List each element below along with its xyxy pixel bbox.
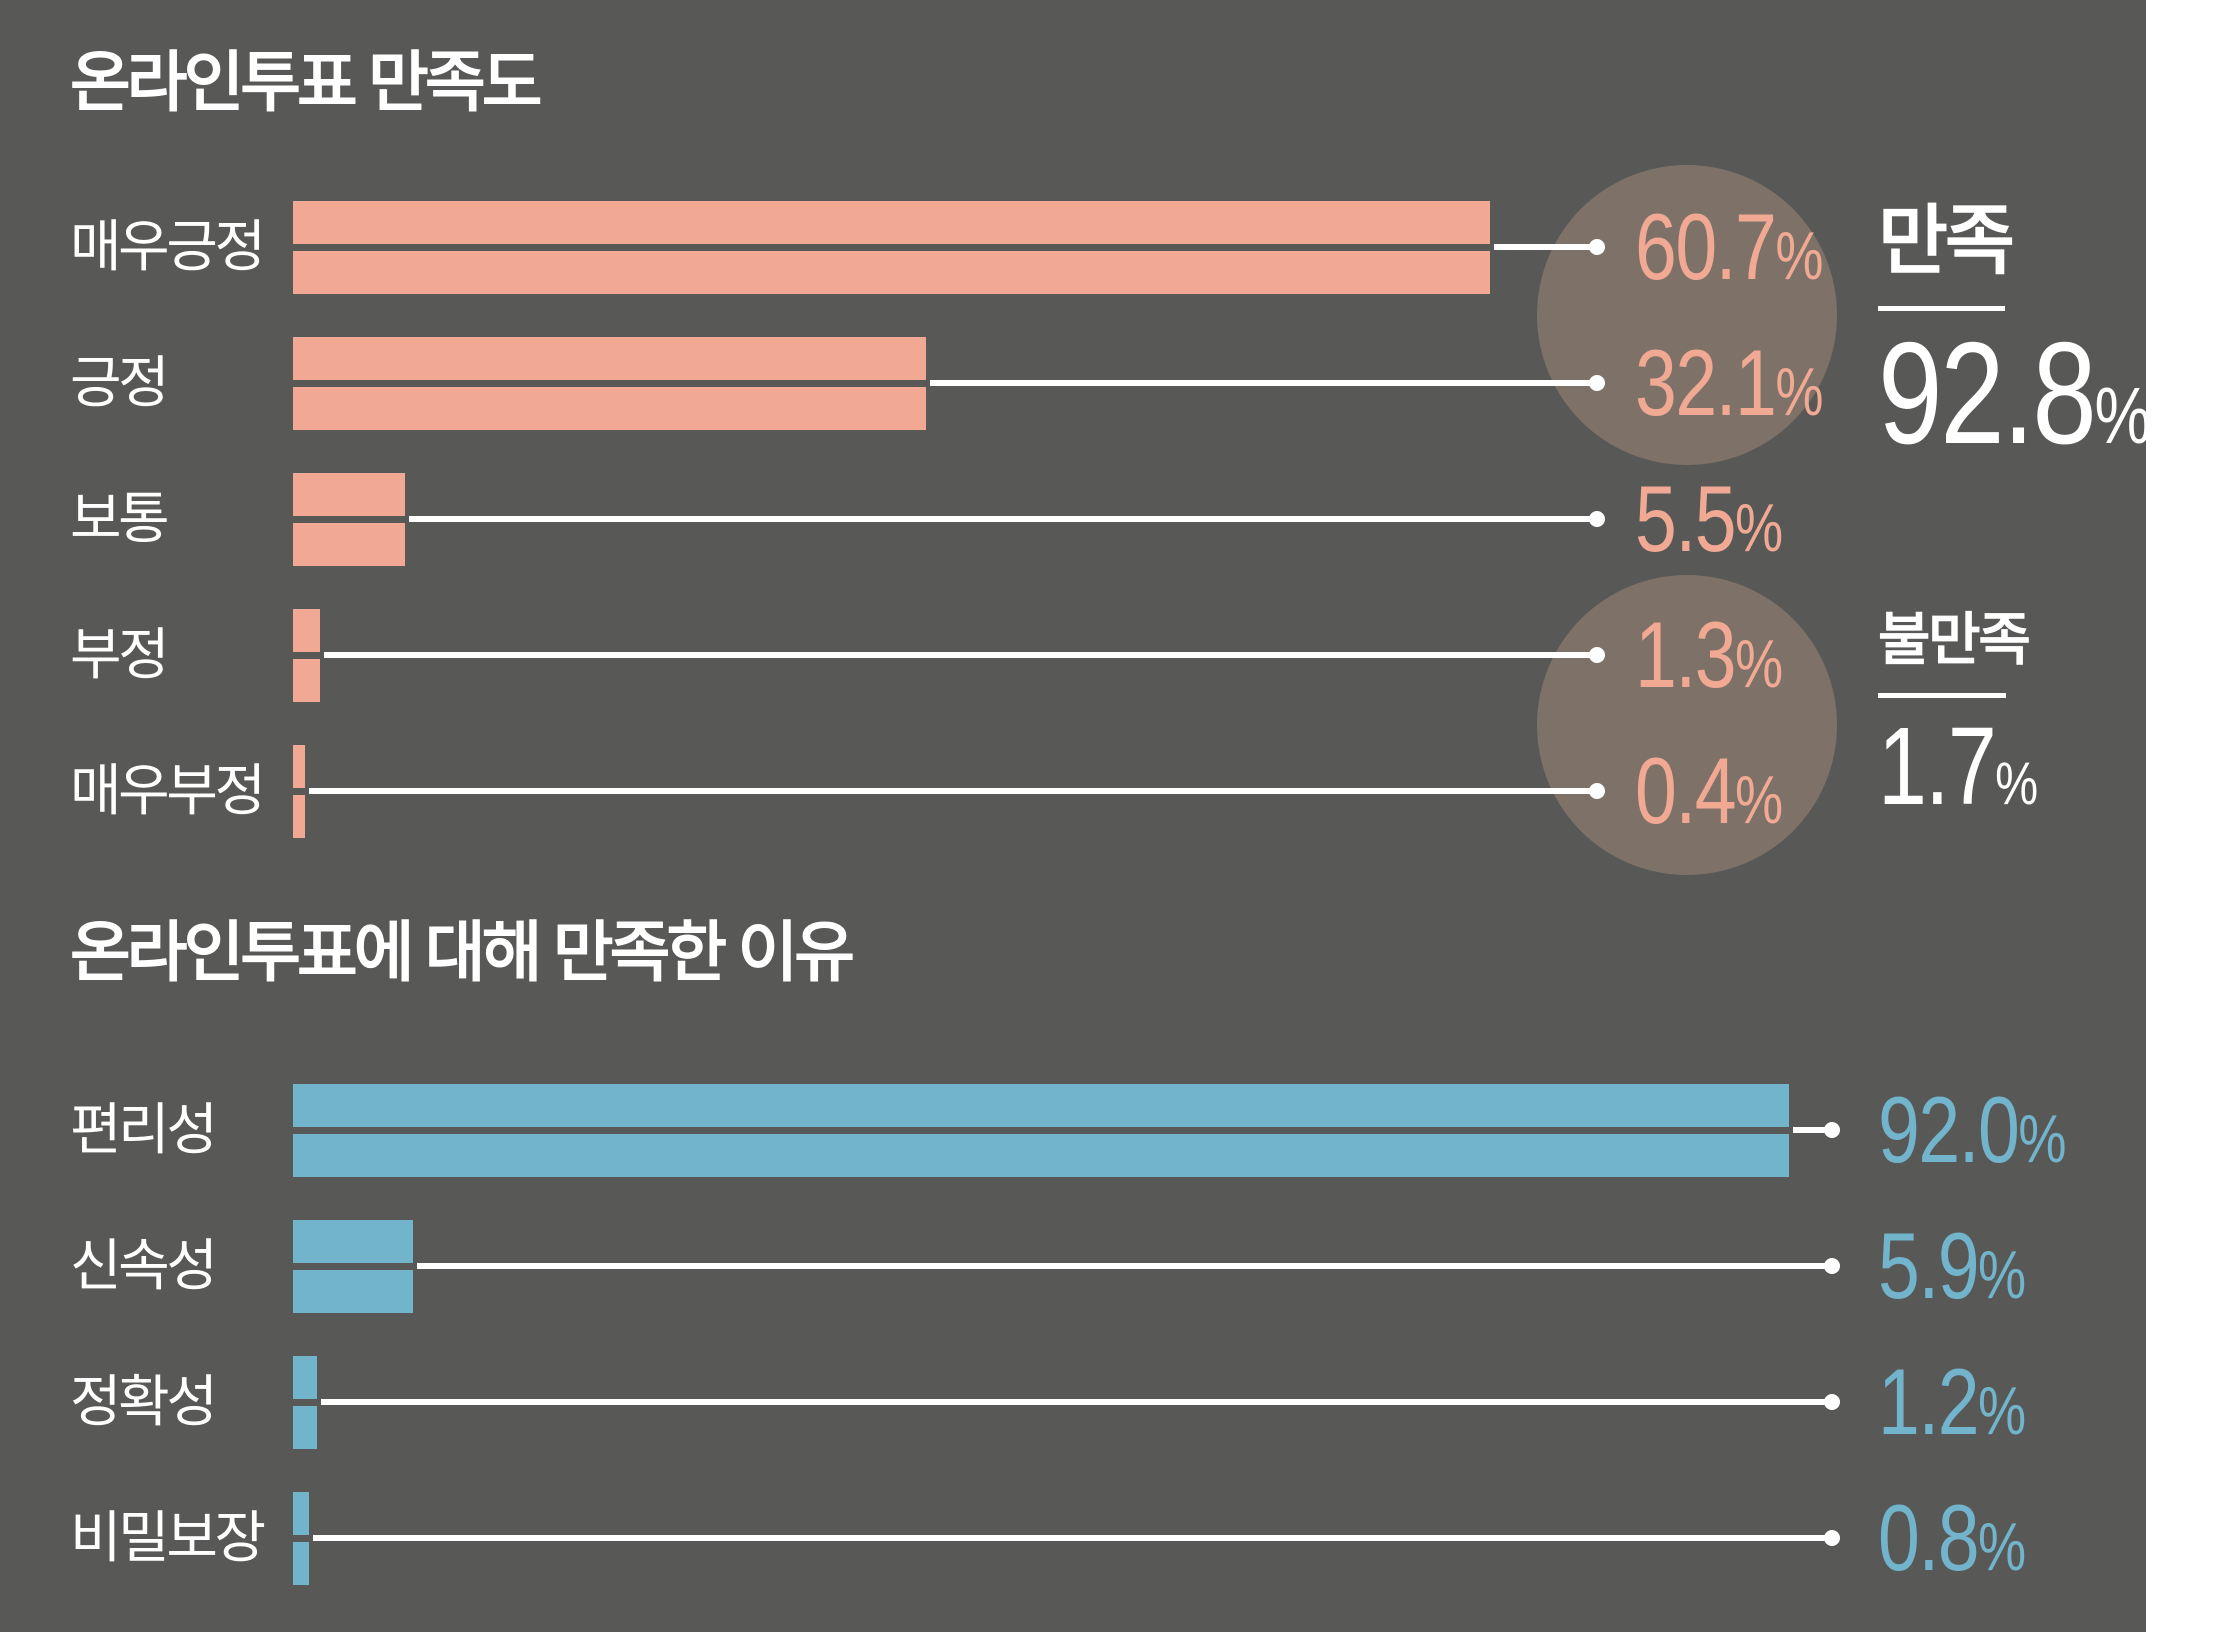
bar-split-line — [293, 244, 1494, 251]
percent-sign: % — [1978, 1374, 2026, 1449]
value-label-편리성: 92.0% — [1878, 1077, 2066, 1182]
value-label-매우긍정: 60.7% — [1635, 194, 1823, 299]
dissatisfied-summary-divider — [1878, 693, 2006, 698]
percent-sign: % — [1735, 627, 1783, 702]
category-label-보통: 보통 — [70, 487, 170, 550]
category-label-정확성: 정확성 — [70, 1370, 218, 1433]
leader-line — [324, 652, 1597, 658]
leader-dot — [1589, 375, 1605, 391]
percent-sign: % — [2018, 1102, 2066, 1177]
value-label-긍정: 32.1% — [1635, 330, 1823, 435]
category-label-매우긍정: 매우긍정 — [70, 215, 266, 278]
bar-split-line — [293, 652, 324, 659]
chart2-title: 온라인투표에 대해 만족한 이유 — [70, 915, 855, 989]
leader-dot — [1824, 1122, 1840, 1138]
bar-split-line — [293, 1263, 417, 1270]
leader-dot — [1589, 647, 1605, 663]
percent-sign: % — [1775, 219, 1823, 294]
bar-split-line — [293, 516, 409, 523]
percent-sign: % — [1978, 1510, 2026, 1585]
leader-line — [417, 1263, 1832, 1269]
chart1-title: 온라인투표 만족도 — [70, 45, 542, 119]
dissatisfied-highlight-circle — [1537, 575, 1837, 875]
satisfied-summary-label: 만족 — [1878, 199, 2015, 284]
bar-split-line — [293, 1127, 1793, 1134]
bar-split-line — [293, 788, 309, 795]
bar-split-line — [293, 1535, 313, 1542]
bar-split-line — [293, 380, 930, 387]
bar-split-line — [293, 1399, 321, 1406]
percent-sign: % — [2094, 371, 2152, 460]
value-label-신속성: 5.9% — [1878, 1213, 2026, 1318]
percent-sign: % — [1735, 763, 1783, 838]
leader-dot — [1589, 783, 1605, 799]
leader-dot — [1589, 511, 1605, 527]
value-label-매우부정: 0.4% — [1635, 738, 1783, 843]
category-label-비밀보장: 비밀보장 — [70, 1506, 266, 1569]
value-label-보통: 5.5% — [1635, 466, 1783, 571]
dissatisfied-summary: 불만족 1.7% — [1878, 612, 2076, 822]
leader-line — [1793, 1127, 1832, 1133]
category-label-부정: 부정 — [70, 623, 170, 686]
percent-sign: % — [1735, 491, 1783, 566]
satisfied-highlight-circle — [1537, 165, 1837, 465]
leader-line — [313, 1535, 1832, 1541]
satisfied-summary: 만족 92.8% — [1878, 204, 2217, 466]
category-label-매우부정: 매우부정 — [70, 759, 266, 822]
leader-line — [321, 1399, 1832, 1405]
leader-dot — [1824, 1394, 1840, 1410]
leader-line — [930, 380, 1597, 386]
satisfied-summary-divider — [1878, 306, 2005, 311]
value-label-부정: 1.3% — [1635, 602, 1783, 707]
value-label-비밀보장: 0.8% — [1878, 1485, 2026, 1590]
satisfied-summary-value: 92.8% — [1878, 312, 2152, 474]
leader-dot — [1589, 239, 1605, 255]
leader-line — [309, 788, 1597, 794]
value-label-정확성: 1.2% — [1878, 1349, 2026, 1454]
percent-sign: % — [1978, 1238, 2026, 1313]
category-label-신속성: 신속성 — [70, 1234, 218, 1297]
leader-dot — [1824, 1258, 1840, 1274]
leader-dot — [1824, 1530, 1840, 1546]
category-label-긍정: 긍정 — [70, 351, 170, 414]
leader-line — [1494, 244, 1597, 250]
percent-sign: % — [1775, 355, 1823, 430]
category-label-편리성: 편리성 — [70, 1098, 218, 1161]
leader-line — [409, 516, 1597, 522]
right-margin-band — [2146, 0, 2224, 1632]
percent-sign: % — [1995, 749, 2038, 817]
dissatisfied-summary-value: 1.7% — [1878, 705, 2038, 828]
dissatisfied-summary-label: 불만족 — [1878, 608, 2031, 672]
